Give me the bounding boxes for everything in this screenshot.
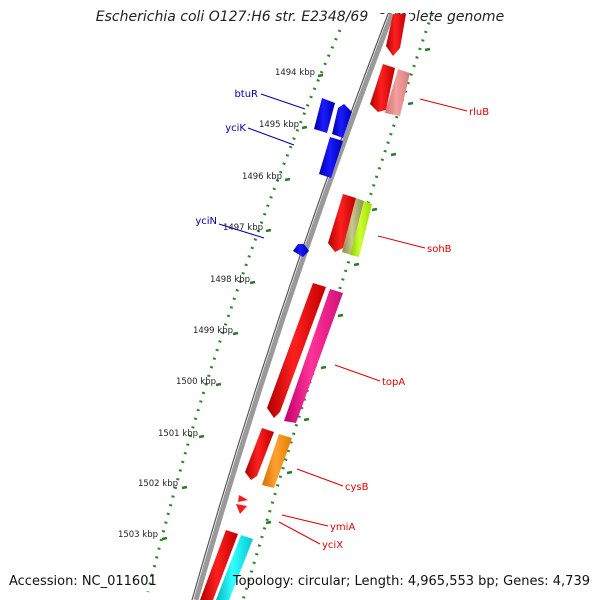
gene-block-cysB[interactable] <box>262 434 292 488</box>
gene-block-sohB[interactable] <box>350 201 372 257</box>
scale-tick <box>407 101 414 106</box>
scale-tick-label: 1501 kbp <box>158 429 198 439</box>
topology-text: Topology: circular; Length: 4,965,553 bp… <box>232 574 590 589</box>
gene-label-ymiA[interactable]: ymiA <box>330 522 355 533</box>
gene-block-forward[interactable] <box>328 194 356 252</box>
leader-line <box>334 364 381 382</box>
scale-tick-label: 1495 kbp <box>259 120 299 130</box>
gene-block-forward[interactable] <box>216 535 253 600</box>
accession-text: Accession: NC_011601 <box>9 574 157 589</box>
gene-label-yciX[interactable]: yciX <box>322 540 343 551</box>
scale-tick <box>265 520 272 525</box>
gene-block-forward[interactable] <box>245 428 274 480</box>
gene-block-forward[interactable] <box>200 530 238 600</box>
gene-label-btuR[interactable]: btuR <box>234 89 258 100</box>
scale-tick <box>215 382 222 387</box>
scale-track-inner <box>146 29 342 593</box>
gene-block-forward[interactable] <box>342 198 364 255</box>
scale-tick-label: 1497 kbp <box>223 223 263 233</box>
leader-line <box>419 98 468 112</box>
leader-line <box>281 514 329 527</box>
gene-label-topA[interactable]: topA <box>382 377 405 388</box>
scale-tick-label: 1502 kbp <box>138 479 178 489</box>
scale-tick <box>249 280 256 285</box>
scale-tick-label: 1499 kbp <box>193 326 233 336</box>
scale-tick <box>284 177 291 182</box>
gene-block-btuR[interactable] <box>314 98 335 133</box>
map-band <box>170 14 412 600</box>
scale-tick <box>303 417 310 422</box>
gene-block-ymiA[interactable] <box>238 495 248 502</box>
gene-label-cysB[interactable]: cysB <box>345 482 369 493</box>
scale-tick <box>353 262 360 267</box>
scale-tick <box>371 207 378 212</box>
scale-tick <box>337 313 344 318</box>
genome-backbone <box>193 13 395 600</box>
gene-label-rluB[interactable]: rluB <box>469 107 489 118</box>
scale-tick-label: 1494 kbp <box>275 68 315 78</box>
scale-tick <box>198 434 205 439</box>
scale-tick <box>317 73 324 78</box>
gene-label-yciK[interactable]: yciK <box>225 123 246 134</box>
gene-block-rluB[interactable] <box>385 69 410 116</box>
gene-block-forward[interactable] <box>267 283 326 418</box>
scale-tick-label: 1500 kbp <box>176 377 216 387</box>
scale-tick <box>424 47 431 52</box>
gene-label-yciN[interactable]: yciN <box>195 216 217 227</box>
gene-block-yciX[interactable] <box>236 504 247 514</box>
scale-tick <box>301 125 308 130</box>
leader-line <box>377 235 426 249</box>
scale-tick <box>265 228 272 233</box>
scale-tick-label: 1496 kbp <box>242 172 282 182</box>
gene-label-sohB[interactable]: sohB <box>427 244 452 255</box>
scale-tick <box>390 152 397 157</box>
gene-block-forward[interactable] <box>386 14 406 56</box>
leader-line <box>247 127 295 146</box>
scale-tick <box>232 331 239 336</box>
gene-block-forward[interactable] <box>370 64 395 112</box>
leader-line <box>296 468 344 487</box>
scale-tick <box>161 536 168 541</box>
scale-tick-label: 1503 kbp <box>118 530 158 540</box>
scale-tick <box>320 365 327 370</box>
gene-block-reverse[interactable] <box>319 137 343 178</box>
gene-block-topA[interactable] <box>284 289 343 423</box>
leader-line <box>278 521 321 545</box>
leader-line <box>218 223 265 239</box>
gene-block-yciN[interactable] <box>293 244 309 257</box>
genome-backbone-shadow <box>191 13 389 600</box>
scale-tick <box>286 470 293 475</box>
scale-tick-label: 1498 kbp <box>210 275 250 285</box>
scale-ticks-inner <box>161 73 324 541</box>
gene-block-yciK[interactable] <box>332 104 352 138</box>
scale-ticks-outer <box>265 47 431 525</box>
leader-line <box>260 93 306 110</box>
scale-tick <box>181 485 188 490</box>
